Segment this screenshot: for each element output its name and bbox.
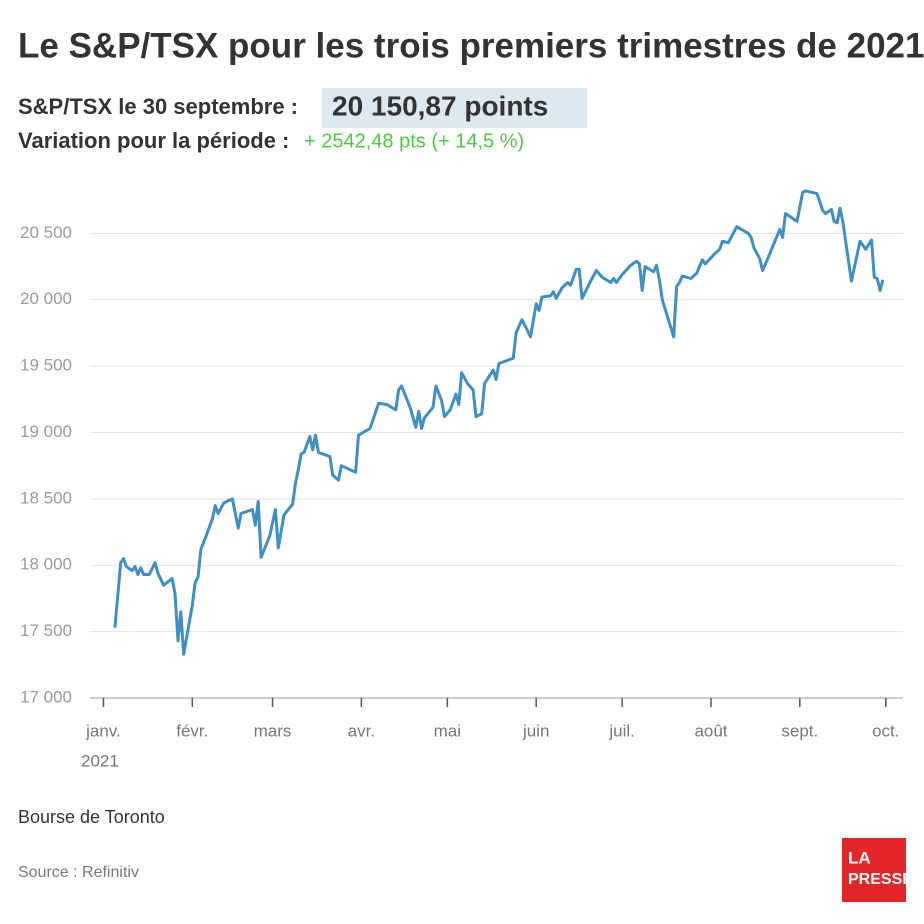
x-tick-label: avr. [348,721,375,740]
subtitle-label: S&P/TSX le 30 septembre : [18,94,298,119]
change-value: + 2542,48 pts (+ 14,5 %) [304,130,524,152]
x-tick-label: juil. [608,721,635,740]
y-tick-label: 19 500 [20,356,72,375]
logo-text: LA [848,848,871,867]
x-tick-label: févr. [176,721,208,740]
x-year: 2021 [81,751,119,770]
change-label: Variation pour la période : [18,128,289,153]
x-tick-label: sept. [781,721,818,740]
logo-box [842,838,906,902]
y-tick-label: 18 500 [20,488,72,507]
logo-text: PRESSE [848,871,913,888]
x-tick-label: janv. [85,721,121,740]
chart-title: Le S&P/TSX pour les trois premiers trime… [18,26,924,65]
caption: Bourse de Toronto [18,807,165,827]
y-tick-label: 17 000 [20,687,72,706]
subtitle-value: 20 150,87 points [332,90,548,121]
y-tick-label: 20 500 [20,223,72,242]
line [113,189,885,656]
y-tick-label: 17 500 [20,621,72,640]
source: Source : Refinitiv [18,864,139,881]
x-tick-label: oct. [872,721,899,740]
x-tick-label: mars [254,721,292,740]
highlight-box [322,88,587,128]
x-tick-label: juin [522,721,549,740]
y-tick-label: 20 000 [20,289,72,308]
x-tick-label: août [694,721,727,740]
x-tick-label: mai [434,721,461,740]
y-tick-label: 18 000 [20,555,72,574]
y-tick-label: 19 000 [20,422,72,441]
